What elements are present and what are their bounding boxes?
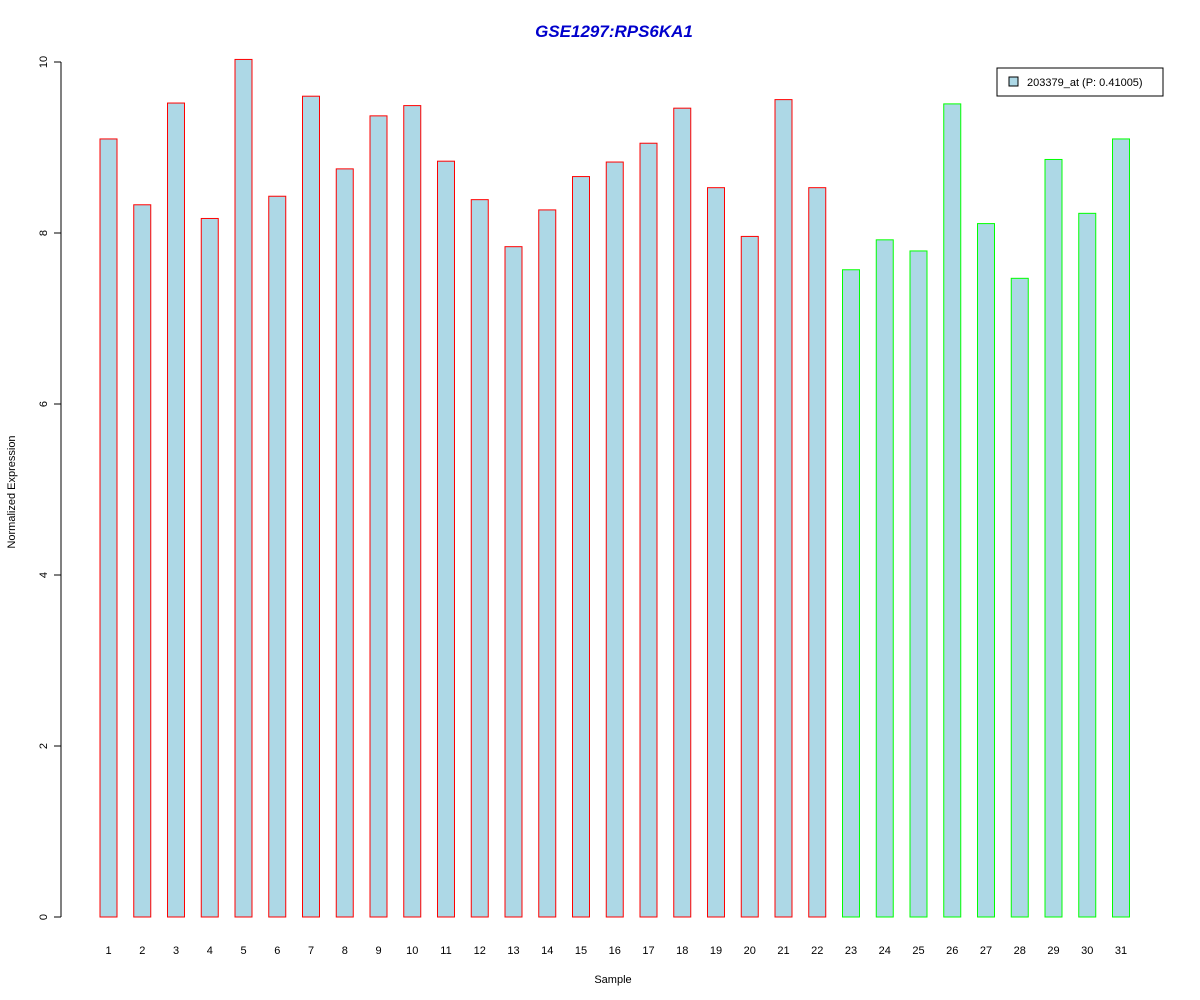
bar-sample-6 bbox=[268, 195, 287, 918]
x-tick-label: 13 bbox=[507, 945, 519, 957]
y-tick-label: 2 bbox=[38, 743, 50, 749]
x-tick-label: 27 bbox=[980, 945, 992, 957]
bar-sample-31 bbox=[1112, 138, 1130, 918]
x-tick-label: 3 bbox=[173, 945, 179, 957]
bar-sample-20 bbox=[740, 235, 759, 918]
y-tick-label: 10 bbox=[38, 56, 50, 68]
bar-sample-9 bbox=[369, 115, 388, 918]
x-tick-label: 18 bbox=[676, 945, 688, 957]
bar-sample-28 bbox=[1010, 277, 1029, 918]
x-axis-label: Sample bbox=[594, 974, 631, 986]
legend-label: 203379_at (P: 0.41005) bbox=[1027, 77, 1143, 89]
legend-swatch bbox=[1008, 76, 1019, 87]
legend-box bbox=[996, 67, 1164, 97]
x-tick-label: 20 bbox=[744, 945, 756, 957]
bar-sample-15 bbox=[572, 176, 590, 918]
chart-title: GSE1297:RPS6KA1 bbox=[535, 22, 693, 41]
x-tick-label: 17 bbox=[642, 945, 654, 957]
bar-sample-1 bbox=[99, 138, 118, 918]
x-tick-label: 28 bbox=[1014, 945, 1026, 957]
x-tick-label: 24 bbox=[879, 945, 891, 957]
x-tick-label: 14 bbox=[541, 945, 553, 957]
x-tick-label: 29 bbox=[1047, 945, 1059, 957]
x-tick-label: 9 bbox=[375, 945, 381, 957]
bar-sample-7 bbox=[302, 95, 320, 918]
x-tick-label: 31 bbox=[1115, 945, 1127, 957]
x-tick-label: 30 bbox=[1081, 945, 1093, 957]
x-tick-label: 7 bbox=[308, 945, 314, 957]
x-tick-label: 2 bbox=[139, 945, 145, 957]
bar-sample-25 bbox=[909, 250, 928, 918]
bar-sample-18 bbox=[673, 107, 692, 918]
y-tick-label: 4 bbox=[38, 572, 50, 578]
x-tick-label: 25 bbox=[912, 945, 924, 957]
x-tick-label: 8 bbox=[342, 945, 348, 957]
x-tick-label: 26 bbox=[946, 945, 958, 957]
bar-sample-5 bbox=[234, 58, 253, 918]
x-tick-label: 5 bbox=[240, 945, 246, 957]
x-tick-label: 22 bbox=[811, 945, 823, 957]
legend: 203379_at (P: 0.41005) bbox=[996, 67, 1164, 97]
x-tick-label: 23 bbox=[845, 945, 857, 957]
bar-sample-8 bbox=[335, 168, 354, 918]
bar-sample-27 bbox=[977, 223, 995, 918]
bar-sample-30 bbox=[1078, 212, 1097, 918]
bar-sample-13 bbox=[504, 246, 523, 918]
bar-sample-26 bbox=[943, 103, 962, 918]
x-tick-label: 12 bbox=[474, 945, 486, 957]
y-tick-label: 6 bbox=[38, 401, 50, 407]
x-tick-label: 16 bbox=[609, 945, 621, 957]
x-tick-label: 19 bbox=[710, 945, 722, 957]
bars-group bbox=[99, 58, 1130, 918]
bar-sample-14 bbox=[538, 209, 557, 918]
bar-sample-23 bbox=[842, 269, 860, 918]
bar-sample-21 bbox=[774, 99, 793, 918]
bar-sample-22 bbox=[808, 187, 827, 918]
bar-sample-24 bbox=[875, 239, 894, 918]
bar-sample-16 bbox=[605, 161, 624, 918]
bar-sample-12 bbox=[470, 199, 489, 918]
bar-sample-11 bbox=[437, 160, 455, 918]
bar-sample-2 bbox=[133, 204, 152, 918]
x-tick-labels: 1 2 3 4 5 6 7 8 9 10 11 12 13 14 15 16 17 18 19 20 21 22 23 24 2… bbox=[105, 945, 1127, 957]
x-tick-label: 6 bbox=[274, 945, 280, 957]
bar-sample-3 bbox=[167, 102, 185, 918]
x-tick-label: 4 bbox=[207, 945, 213, 957]
x-tick-label: 11 bbox=[440, 945, 451, 957]
y-axis-label: Normalized Expression bbox=[6, 435, 18, 548]
bar-sample-17 bbox=[639, 142, 658, 918]
x-tick-label: 10 bbox=[406, 945, 418, 957]
y-axis: 0 2 4 6 8 10 bbox=[38, 56, 62, 920]
x-tick-label: 21 bbox=[777, 945, 789, 957]
y-tick-label: 0 bbox=[38, 914, 50, 920]
y-tick-label: 8 bbox=[38, 230, 50, 236]
bar-sample-29 bbox=[1044, 158, 1063, 918]
bar-sample-4 bbox=[200, 217, 219, 918]
x-tick-label: 1 bbox=[105, 945, 111, 957]
bar-sample-19 bbox=[707, 187, 725, 918]
bar-sample-10 bbox=[403, 105, 422, 918]
x-tick-label: 15 bbox=[575, 945, 587, 957]
